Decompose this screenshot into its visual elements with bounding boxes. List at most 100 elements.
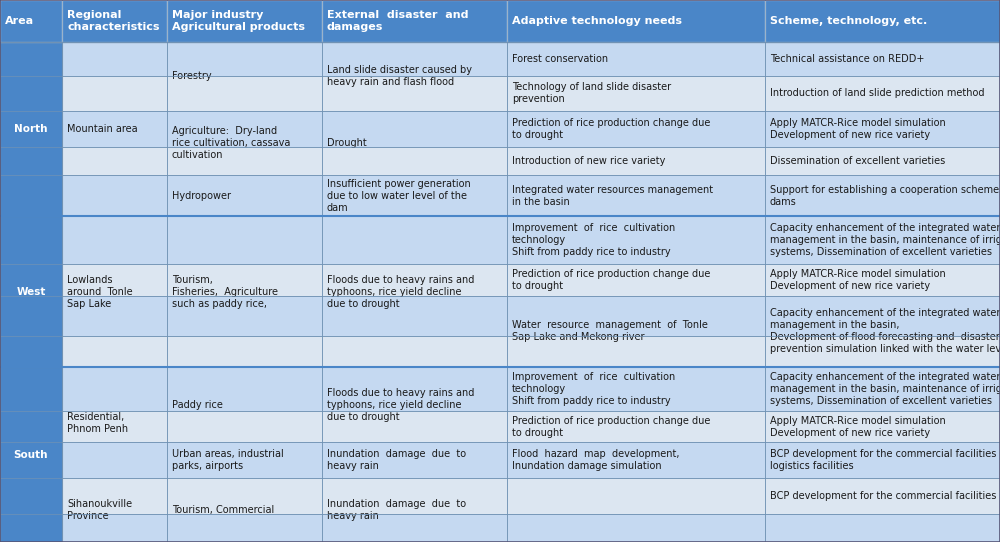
Bar (507, 411, 765, 442)
Text: Capacity enhancement of the integrated water resources
management in the basin, : Capacity enhancement of the integrated w… (770, 223, 1000, 257)
Bar (62, 175, 167, 216)
Text: West: West (16, 287, 46, 297)
Text: Mountain area: Mountain area (67, 124, 138, 134)
Bar (507, 147, 765, 175)
Bar (167, 111, 322, 147)
Text: Insufficient power generation
due to low water level of the
dam: Insufficient power generation due to low… (327, 179, 471, 212)
Bar (0, 0, 62, 42)
Bar (322, 478, 507, 514)
Text: North: North (14, 124, 48, 134)
Text: Forestry: Forestry (172, 72, 212, 81)
Bar (167, 411, 322, 442)
Bar (322, 335, 507, 367)
Bar (765, 216, 1000, 264)
Bar (507, 42, 765, 76)
Text: Prediction of rice production change due
to drought: Prediction of rice production change due… (512, 269, 710, 291)
Text: Adaptive technology needs: Adaptive technology needs (512, 16, 682, 26)
Bar (507, 295, 765, 335)
Bar (765, 175, 1000, 216)
Bar (62, 411, 167, 442)
Bar (765, 411, 1000, 442)
Bar (507, 0, 765, 42)
Bar (62, 514, 167, 542)
Text: Capacity enhancement of the integrated water resources
management in the basin,
: Capacity enhancement of the integrated w… (770, 308, 1000, 354)
Text: Dissemination of excellent varieties: Dissemination of excellent varieties (770, 156, 945, 166)
Text: Apply MATCR-Rice model simulation
Development of new rice variety: Apply MATCR-Rice model simulation Develo… (770, 269, 946, 291)
Bar (62, 0, 167, 42)
Bar (322, 216, 507, 264)
Bar (765, 147, 1000, 175)
Text: Paddy rice: Paddy rice (172, 400, 223, 410)
Text: Improvement  of  rice  cultivation
technology
Shift from paddy rice to industry: Improvement of rice cultivation technolo… (512, 372, 675, 406)
Bar (507, 514, 765, 542)
Bar (765, 478, 1000, 514)
Text: External  disaster  and
damages: External disaster and damages (327, 10, 468, 32)
Bar (507, 76, 765, 111)
Text: Area: Area (5, 16, 34, 26)
Bar (167, 367, 322, 411)
Text: Inundation  damage  due  to
heavy rain: Inundation damage due to heavy rain (327, 449, 466, 471)
Bar (322, 0, 507, 42)
Text: Introduction of land slide prediction method: Introduction of land slide prediction me… (770, 88, 984, 99)
Bar (507, 111, 765, 147)
Bar (765, 295, 1000, 335)
Text: Water  resource  management  of  Tonle
Sap Lake and Mekong river: Water resource management of Tonle Sap L… (512, 320, 708, 343)
Bar (765, 514, 1000, 542)
Text: Apply MATCR-Rice model simulation
Development of new rice variety: Apply MATCR-Rice model simulation Develo… (770, 416, 946, 437)
Bar (765, 76, 1000, 111)
Bar (507, 442, 765, 478)
Text: Forest conservation: Forest conservation (512, 54, 608, 64)
Bar (167, 478, 322, 514)
Text: Drought: Drought (327, 138, 367, 148)
Bar (322, 411, 507, 442)
Text: Tourism, Commercial: Tourism, Commercial (172, 505, 274, 515)
Text: Floods due to heavy rains and
typhoons, rice yield decline
due to drought: Floods due to heavy rains and typhoons, … (327, 275, 474, 309)
Bar (167, 42, 322, 76)
Text: Introduction of new rice variety: Introduction of new rice variety (512, 156, 665, 166)
Bar (322, 42, 507, 76)
Bar (167, 295, 322, 335)
Text: Tourism,
Fisheries,  Agriculture
such as paddy rice,: Tourism, Fisheries, Agriculture such as … (172, 275, 278, 309)
Text: Prediction of rice production change due
to drought: Prediction of rice production change due… (512, 118, 710, 140)
Bar (322, 295, 507, 335)
Text: South: South (14, 449, 48, 460)
Bar (167, 147, 322, 175)
Bar (322, 175, 507, 216)
Bar (167, 216, 322, 264)
Text: Agriculture:  Dry-land
rice cultivation, cassava
cultivation: Agriculture: Dry-land rice cultivation, … (172, 126, 290, 160)
Bar (507, 175, 765, 216)
Bar (322, 76, 507, 111)
Bar (765, 42, 1000, 76)
Text: Hydropower: Hydropower (172, 191, 231, 201)
Bar (765, 264, 1000, 295)
Bar (62, 478, 167, 514)
Bar (0, 42, 62, 216)
Bar (507, 367, 765, 411)
Bar (167, 442, 322, 478)
Text: BCP development for the commercial facilities and
logistics facilities: BCP development for the commercial facil… (770, 449, 1000, 471)
Bar (62, 216, 167, 264)
Bar (322, 442, 507, 478)
Bar (322, 264, 507, 295)
Bar (167, 76, 322, 111)
Text: Regional
characteristics: Regional characteristics (67, 10, 160, 32)
Bar (167, 0, 322, 42)
Text: Integrated water resources management
in the basin: Integrated water resources management in… (512, 185, 713, 207)
Text: Land slide disaster caused by
heavy rain and flash flood: Land slide disaster caused by heavy rain… (327, 66, 472, 87)
Bar (0, 216, 62, 367)
Text: Lowlands
around  Tonle
Sap Lake: Lowlands around Tonle Sap Lake (67, 275, 133, 309)
Text: Flood  hazard  map  development,
Inundation damage simulation: Flood hazard map development, Inundation… (512, 449, 680, 471)
Bar (167, 264, 322, 295)
Text: BCP development for the commercial facilities: BCP development for the commercial facil… (770, 491, 996, 501)
Bar (167, 514, 322, 542)
Bar (62, 295, 167, 335)
Bar (167, 335, 322, 367)
Text: Technical assistance on REDD+: Technical assistance on REDD+ (770, 54, 924, 64)
Text: Support for establishing a cooperation scheme among
dams: Support for establishing a cooperation s… (770, 185, 1000, 207)
Bar (765, 0, 1000, 42)
Bar (507, 264, 765, 295)
Bar (322, 514, 507, 542)
Bar (322, 367, 507, 411)
Bar (507, 478, 765, 514)
Bar (62, 367, 167, 411)
